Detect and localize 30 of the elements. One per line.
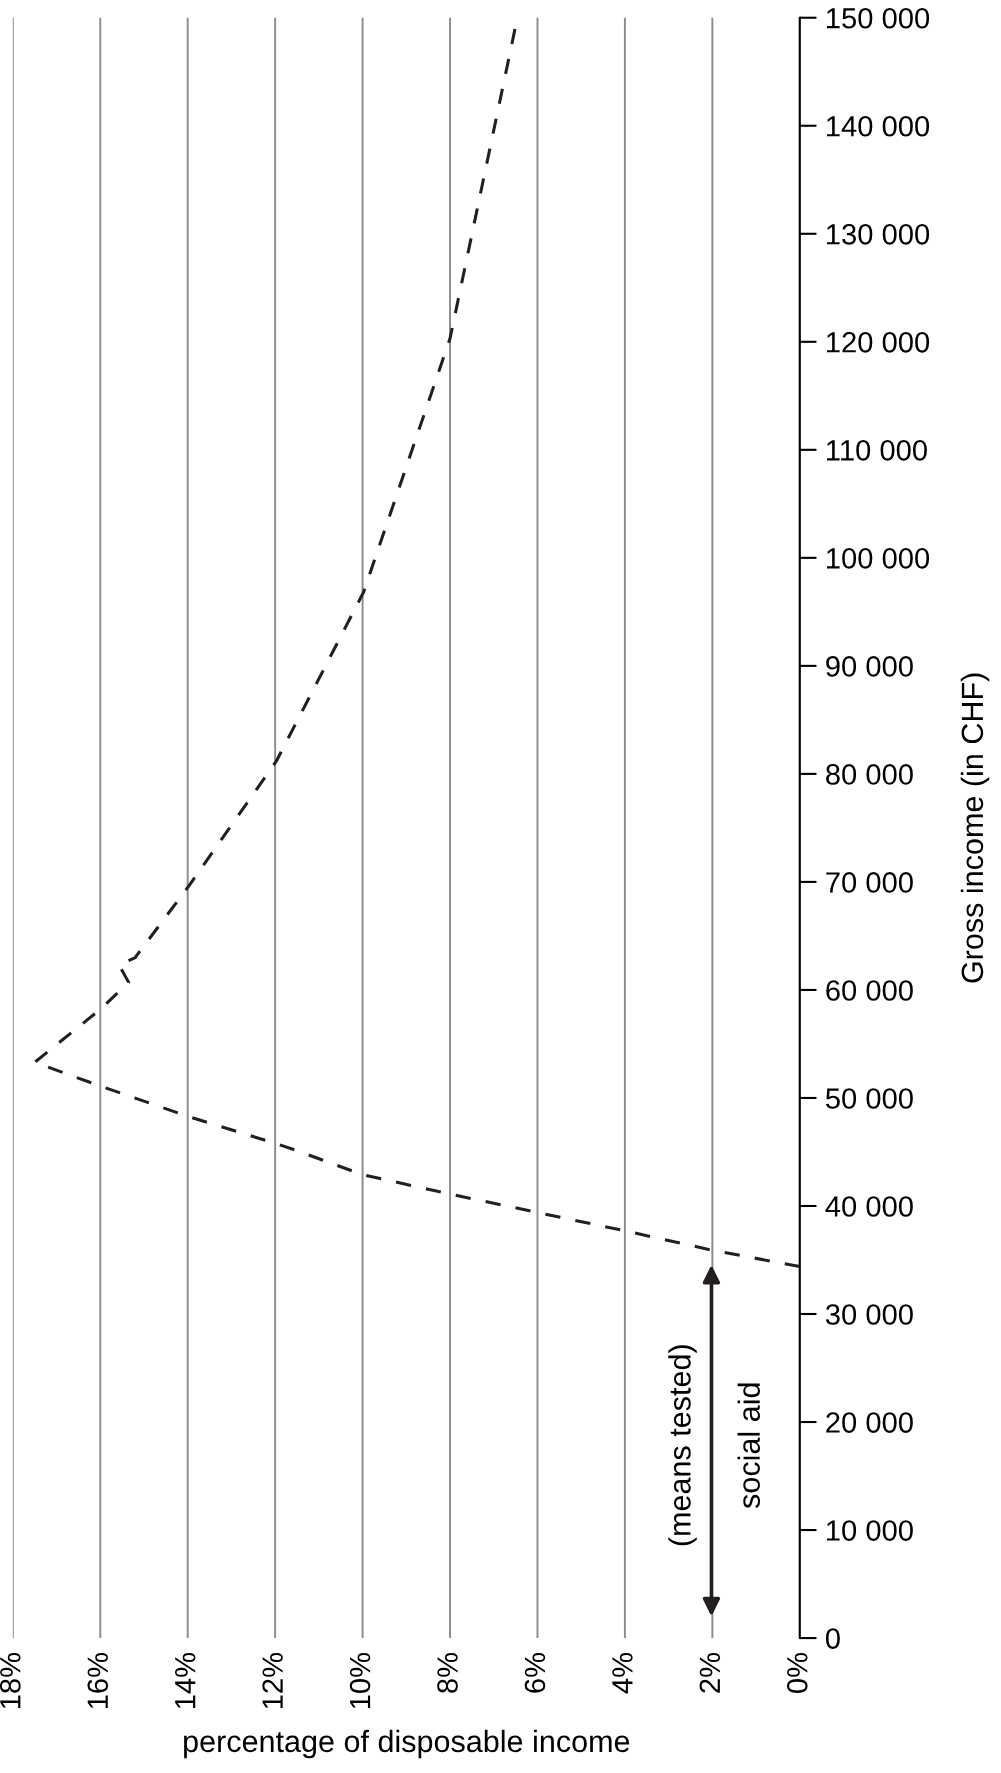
- y-axis-title: Gross income (in CHF): [960, 673, 990, 983]
- annotation: (means tested): [668, 1345, 697, 1546]
- x-tick-label: 16%: [87, 1653, 109, 1709]
- x-axis-title: percentage of disposable income: [184, 1729, 630, 1759]
- y-tick-label: 150 000: [827, 7, 930, 29]
- y-tick-label: 110 000: [827, 440, 927, 461]
- y-tick-label: 0: [825, 1628, 840, 1649]
- y-tick-label: 130 000: [827, 223, 930, 245]
- y-tick-label: 30 000: [825, 1304, 913, 1325]
- x-tick-label: 12%: [262, 1653, 283, 1709]
- x-tick-label: 10%: [349, 1653, 371, 1709]
- x-tick-label: 2%: [699, 1653, 721, 1693]
- y-tick-label: 120 000: [827, 332, 930, 353]
- x-tick-label: 4%: [612, 1653, 633, 1694]
- y-tick-label: 70 000: [826, 872, 913, 893]
- y-tick-label: 140 000: [827, 115, 930, 137]
- x-tick-label: 14%: [175, 1653, 196, 1709]
- y-tick-label: 40 000: [825, 1196, 913, 1217]
- x-tick-label: 18%: [0, 1653, 21, 1709]
- y-tick-label: 60 000: [826, 980, 913, 1001]
- x-tick-label: 0%: [786, 1653, 808, 1693]
- y-tick-label: 100 000: [827, 548, 930, 569]
- y-tick-label: 20 000: [826, 1412, 913, 1433]
- y-tick-label: 90 000: [826, 656, 913, 677]
- annotation: social aid: [737, 1383, 760, 1509]
- x-tick-label: 6%: [524, 1653, 546, 1693]
- y-tick-label: 10 000: [827, 1520, 913, 1541]
- y-tick-label: 50 000: [825, 1088, 913, 1109]
- y-tick-label: 80 000: [826, 764, 913, 785]
- x-tick-label: 8%: [437, 1653, 458, 1693]
